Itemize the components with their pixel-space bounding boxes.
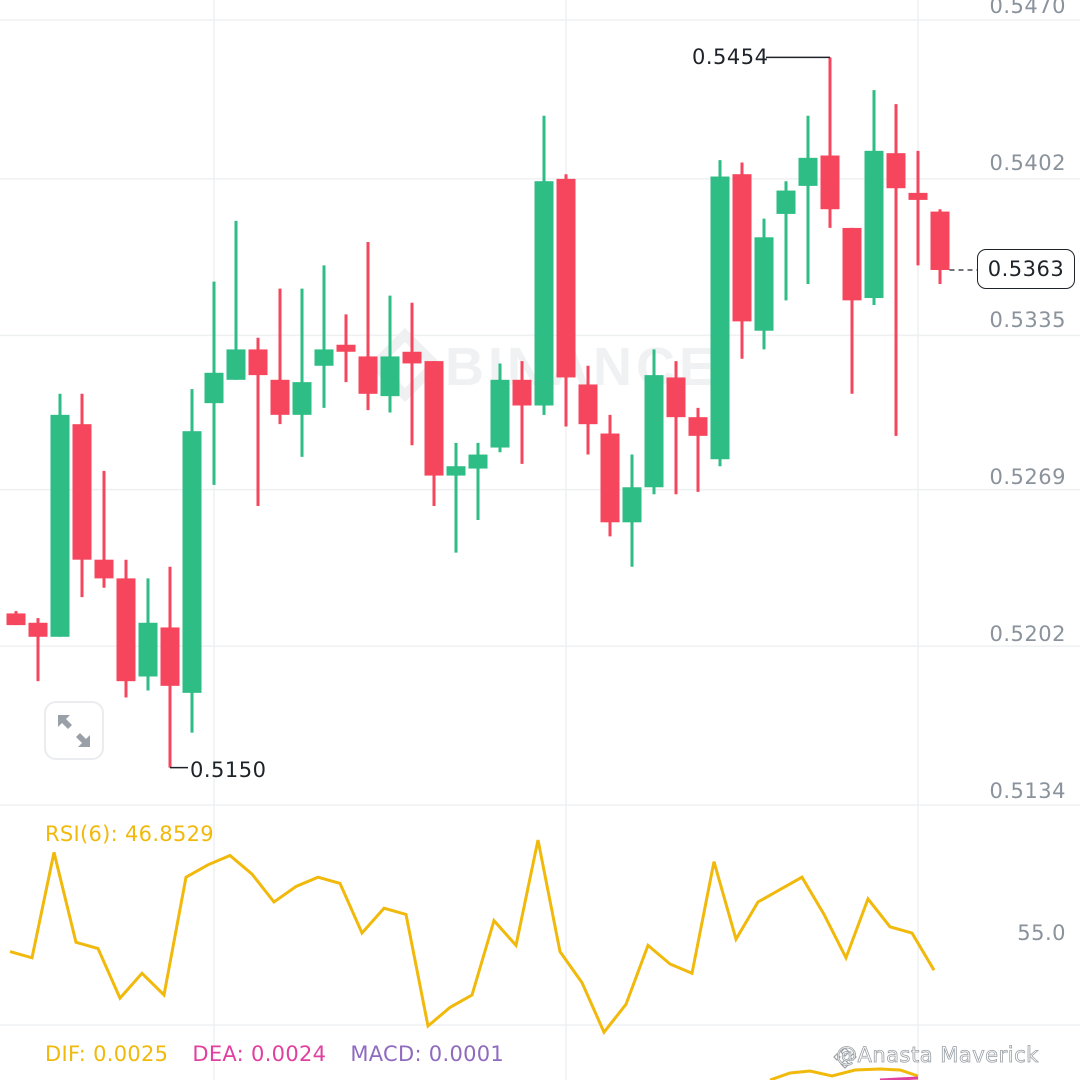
macd-value: MACD: 0.0001 [350,1042,505,1066]
price-tick: 0.5269 [989,465,1066,489]
price-tick: 0.5202 [989,622,1066,646]
expand-chart-button[interactable] [44,701,104,760]
dea-value: DEA: 0.0024 [192,1042,327,1066]
rsi-line [9,839,936,1036]
binance-logo-icon [833,1047,857,1069]
rsi-legend: RSI(6): 46.8529 [45,822,214,846]
expand-icon [58,714,90,747]
low-price-annotation: 0.5150 [190,758,267,782]
price-annotations [170,56,977,769]
dif-value: DIF: 0.0025 [45,1042,169,1066]
price-tick: 0.5402 [989,151,1066,175]
price-tick: 0.5134 [989,779,1066,803]
high-price-annotation: 0.5454 [692,45,769,69]
last-price-label: 0.5363 [977,249,1075,289]
rsi-tick: 55.0 [1017,921,1066,945]
candles [6,57,950,768]
price-tick: 0.5335 [989,308,1066,332]
macd-legend: DIF: 0.0025 DEA: 0.0024 MACD: 0.0001 [45,1042,504,1066]
author-watermark: @Anasta Maverick [836,1043,1039,1068]
macd-lines [769,1067,919,1080]
price-tick: 0.5470 [989,0,1066,18]
